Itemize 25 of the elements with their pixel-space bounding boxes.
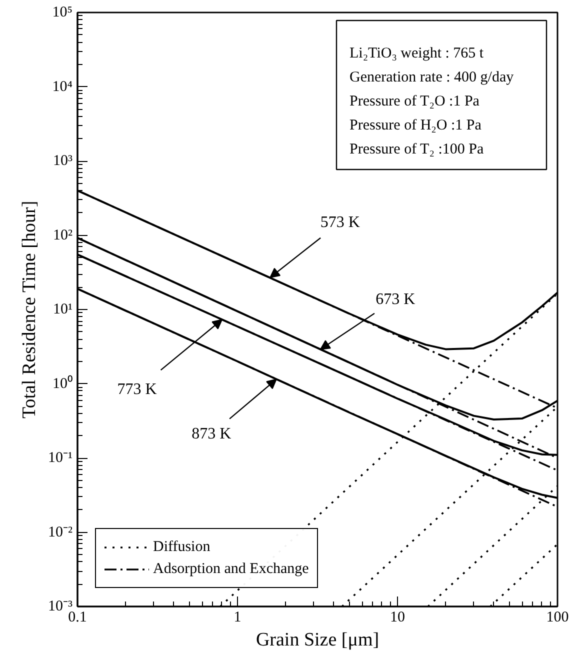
y-tick-label: 10² [53,227,74,244]
annotation: Generation rate : 400 g/day [350,70,514,86]
legend-label: Diffusion [153,538,210,556]
y-tick-label: 10⁻¹ [48,450,73,466]
x-tick-label: 10 [390,610,405,626]
y-tick-label: 10⁰ [52,374,72,392]
y-tick-label: 10¹ [53,302,73,318]
y-axis-title: Total Residence Time [hour] [19,200,40,419]
annotation: 673 K [376,290,416,308]
annotation: Li₂TiO₃ weight : 765 t [350,46,484,62]
x-tick-label: 100 [546,610,569,626]
annotation: 873 K [192,426,232,443]
annotation: Pressure of H₂O :1 Pa [350,118,482,134]
y-tick-label: 10⁻² [48,524,74,540]
x-axis-title: Grain Size [μm] [256,630,380,650]
x-tick-label: 1 [234,610,242,626]
y-tick-label: 10³ [53,153,74,169]
annotation: Pressure of T₂ :100 Pa [350,142,484,158]
annotation: 573 K [320,214,360,231]
annotation: Pressure of T₂O :1 Pa [350,94,480,110]
x-tick-label: 0.1 [68,610,87,626]
y-tick-label: 10⁵ [52,4,73,20]
y-tick-label: 10⁴ [52,78,73,95]
annotation: 773 K [117,381,158,398]
legend-label: Adsorption and Exchange [153,560,309,578]
